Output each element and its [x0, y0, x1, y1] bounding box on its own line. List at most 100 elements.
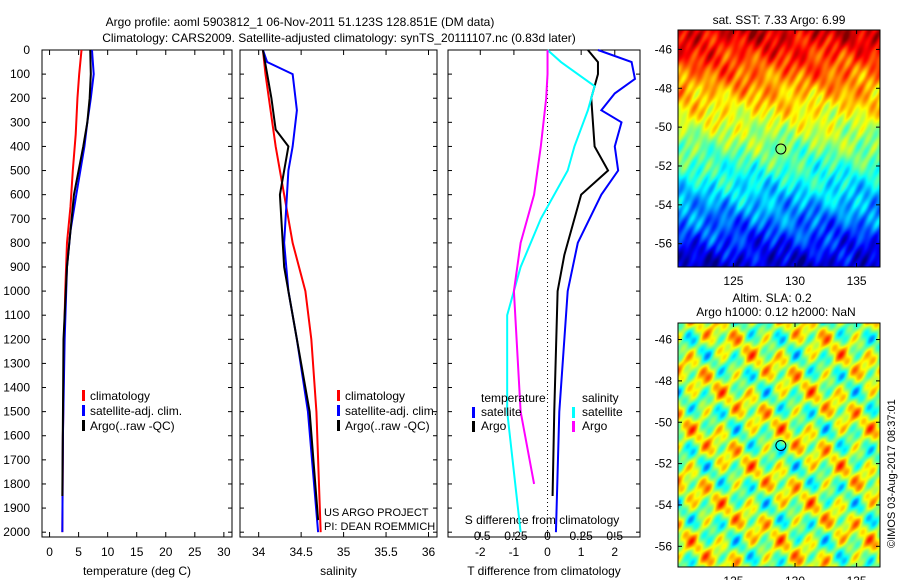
x-tick-label: -1 [509, 545, 520, 559]
y-tick-label: -52 [655, 159, 673, 173]
y-tick-label: -50 [655, 120, 673, 134]
series-argo-raw-qc- [261, 49, 320, 521]
map-frame [677, 29, 881, 268]
legend-swatch [572, 407, 575, 418]
legend-label: satellite [481, 405, 522, 419]
x-tick-label: -2 [475, 545, 486, 559]
legend-swatch [82, 390, 85, 401]
legend-label: Argo [481, 419, 507, 433]
s-tick-label: -0.25 [500, 529, 528, 543]
y-tick-label: 100 [10, 67, 30, 81]
project-line1: US ARGO PROJECT [324, 507, 429, 519]
legend-label: satellite-adj. clim. [90, 404, 182, 418]
s-tick-label: 0.5 [606, 529, 623, 543]
y-tick-label: 1000 [3, 284, 30, 298]
y-tick-label: 200 [10, 91, 30, 105]
legend-label: climatology [90, 389, 150, 403]
y-tick-label: -48 [655, 374, 673, 388]
y-tick-label: 1400 [3, 381, 30, 395]
map-subtitle: Argo h1000: 0.12 h2000: NaN [696, 305, 855, 319]
title-line1: Argo profile: aoml 5903812_1 06-Nov-2011… [106, 15, 495, 29]
legend-label: Argo(..raw -QC) [345, 419, 430, 433]
x-tick-label: 30 [217, 545, 231, 559]
map-title: sat. SST: 7.33 Argo: 6.99 [713, 13, 846, 27]
x-axis-label: temperature (deg C) [83, 564, 191, 578]
series-argo-raw-qc- [61, 49, 92, 497]
x-tick-label: 125 [723, 274, 743, 288]
y-tick-label: 800 [10, 236, 30, 250]
legend-swatch [572, 421, 575, 432]
plot-frame [447, 49, 641, 538]
y-tick-label: -56 [655, 237, 673, 251]
title-line2: Climatology: CARS2009. Satellite-adjuste… [102, 31, 576, 45]
x-tick-label: 36 [422, 545, 436, 559]
argo-position-marker [775, 439, 787, 451]
s-tick-label: -0.5 [470, 529, 491, 543]
sst-map [678, 30, 880, 267]
legend-title: salinity [582, 391, 619, 405]
y-tick-label: -50 [655, 415, 673, 429]
x-tick-label: 125 [723, 574, 743, 580]
y-tick-label: -52 [655, 457, 673, 471]
argo-position-marker [775, 143, 787, 155]
profile-panel-1: 0 5 10 15 20 25 300100200300400500600700800900… [3, 43, 233, 578]
legend-swatch [472, 421, 475, 432]
y-tick-label: -48 [655, 81, 673, 95]
x-tick-label: 5 [75, 545, 82, 559]
x-tick-label: 34 [252, 545, 266, 559]
x-tick-label: 1 [578, 545, 585, 559]
x-tick-label: 2 [611, 545, 618, 559]
y-tick-label: 1800 [3, 477, 30, 491]
x-tick-label: 135 [847, 574, 867, 580]
x-tick-label: 0 [46, 545, 53, 559]
s-axis-label: S difference from climatology [465, 513, 620, 527]
series-climatology [261, 49, 322, 533]
y-tick-label: 1100 [4, 308, 30, 322]
legend-label: satellite-adj. clim. [345, 404, 437, 418]
y-tick-label: 900 [10, 260, 30, 274]
map-panel-2: 125 130 135 -46 -48 -50 -52 -54 -56 Altim. SLA: 0… [655, 291, 881, 580]
x-tick-label: 135 [847, 274, 867, 288]
y-tick-label: -54 [655, 498, 673, 512]
x-tick-label: 35 [337, 545, 351, 559]
legend-title: temperature [481, 391, 546, 405]
x-tick-label: 34.5 [289, 545, 313, 559]
x-tick-label: 20 [159, 545, 173, 559]
x-tick-label: 15 [130, 545, 144, 559]
s-tick-label: 0.25 [569, 529, 593, 543]
map-panel-1: 125 130 135 -46 -48 -50 -52 -54 -56 sat. SST: 7.3… [655, 13, 881, 288]
y-tick-label: 0 [23, 43, 30, 57]
series-t-satellite [554, 49, 637, 533]
x-axis-label: T difference from climatology [467, 564, 621, 578]
sla-map [678, 323, 880, 567]
x-tick-label: 130 [785, 574, 805, 580]
plot-frame [239, 49, 438, 538]
map-frame [677, 322, 881, 568]
map-title: Altim. SLA: 0.2 [732, 291, 812, 305]
project-line2: PI: DEAN ROEMMICH [324, 521, 435, 533]
y-tick-label: 1900 [3, 501, 30, 515]
legend-swatch [337, 405, 340, 416]
x-tick-label: 35.5 [374, 545, 398, 559]
legend-label: satellite [582, 405, 623, 419]
x-tick-label: 130 [785, 274, 805, 288]
credit: ©IMOS 03-Aug-2017 08:37:01 [886, 399, 898, 548]
legend-swatch [82, 420, 85, 431]
legend-swatch [337, 390, 340, 401]
s-tick-label: 0 [544, 529, 551, 543]
y-tick-label: 2000 [3, 525, 30, 539]
legend-swatch [82, 405, 85, 416]
y-tick-label: -56 [655, 539, 673, 553]
legend-label: Argo(..raw -QC) [90, 419, 175, 433]
legend-label: climatology [345, 389, 405, 403]
y-tick-label: 400 [10, 139, 30, 153]
profile-panel-2: 34 34.5 35 35.5 36 salinity climatologysatelli… [239, 49, 438, 578]
y-tick-label: 500 [10, 164, 30, 178]
y-tick-label: 1300 [3, 356, 30, 370]
series-t-argo [551, 49, 610, 497]
y-tick-label: 1700 [3, 453, 30, 467]
series-s-argo [512, 50, 549, 485]
